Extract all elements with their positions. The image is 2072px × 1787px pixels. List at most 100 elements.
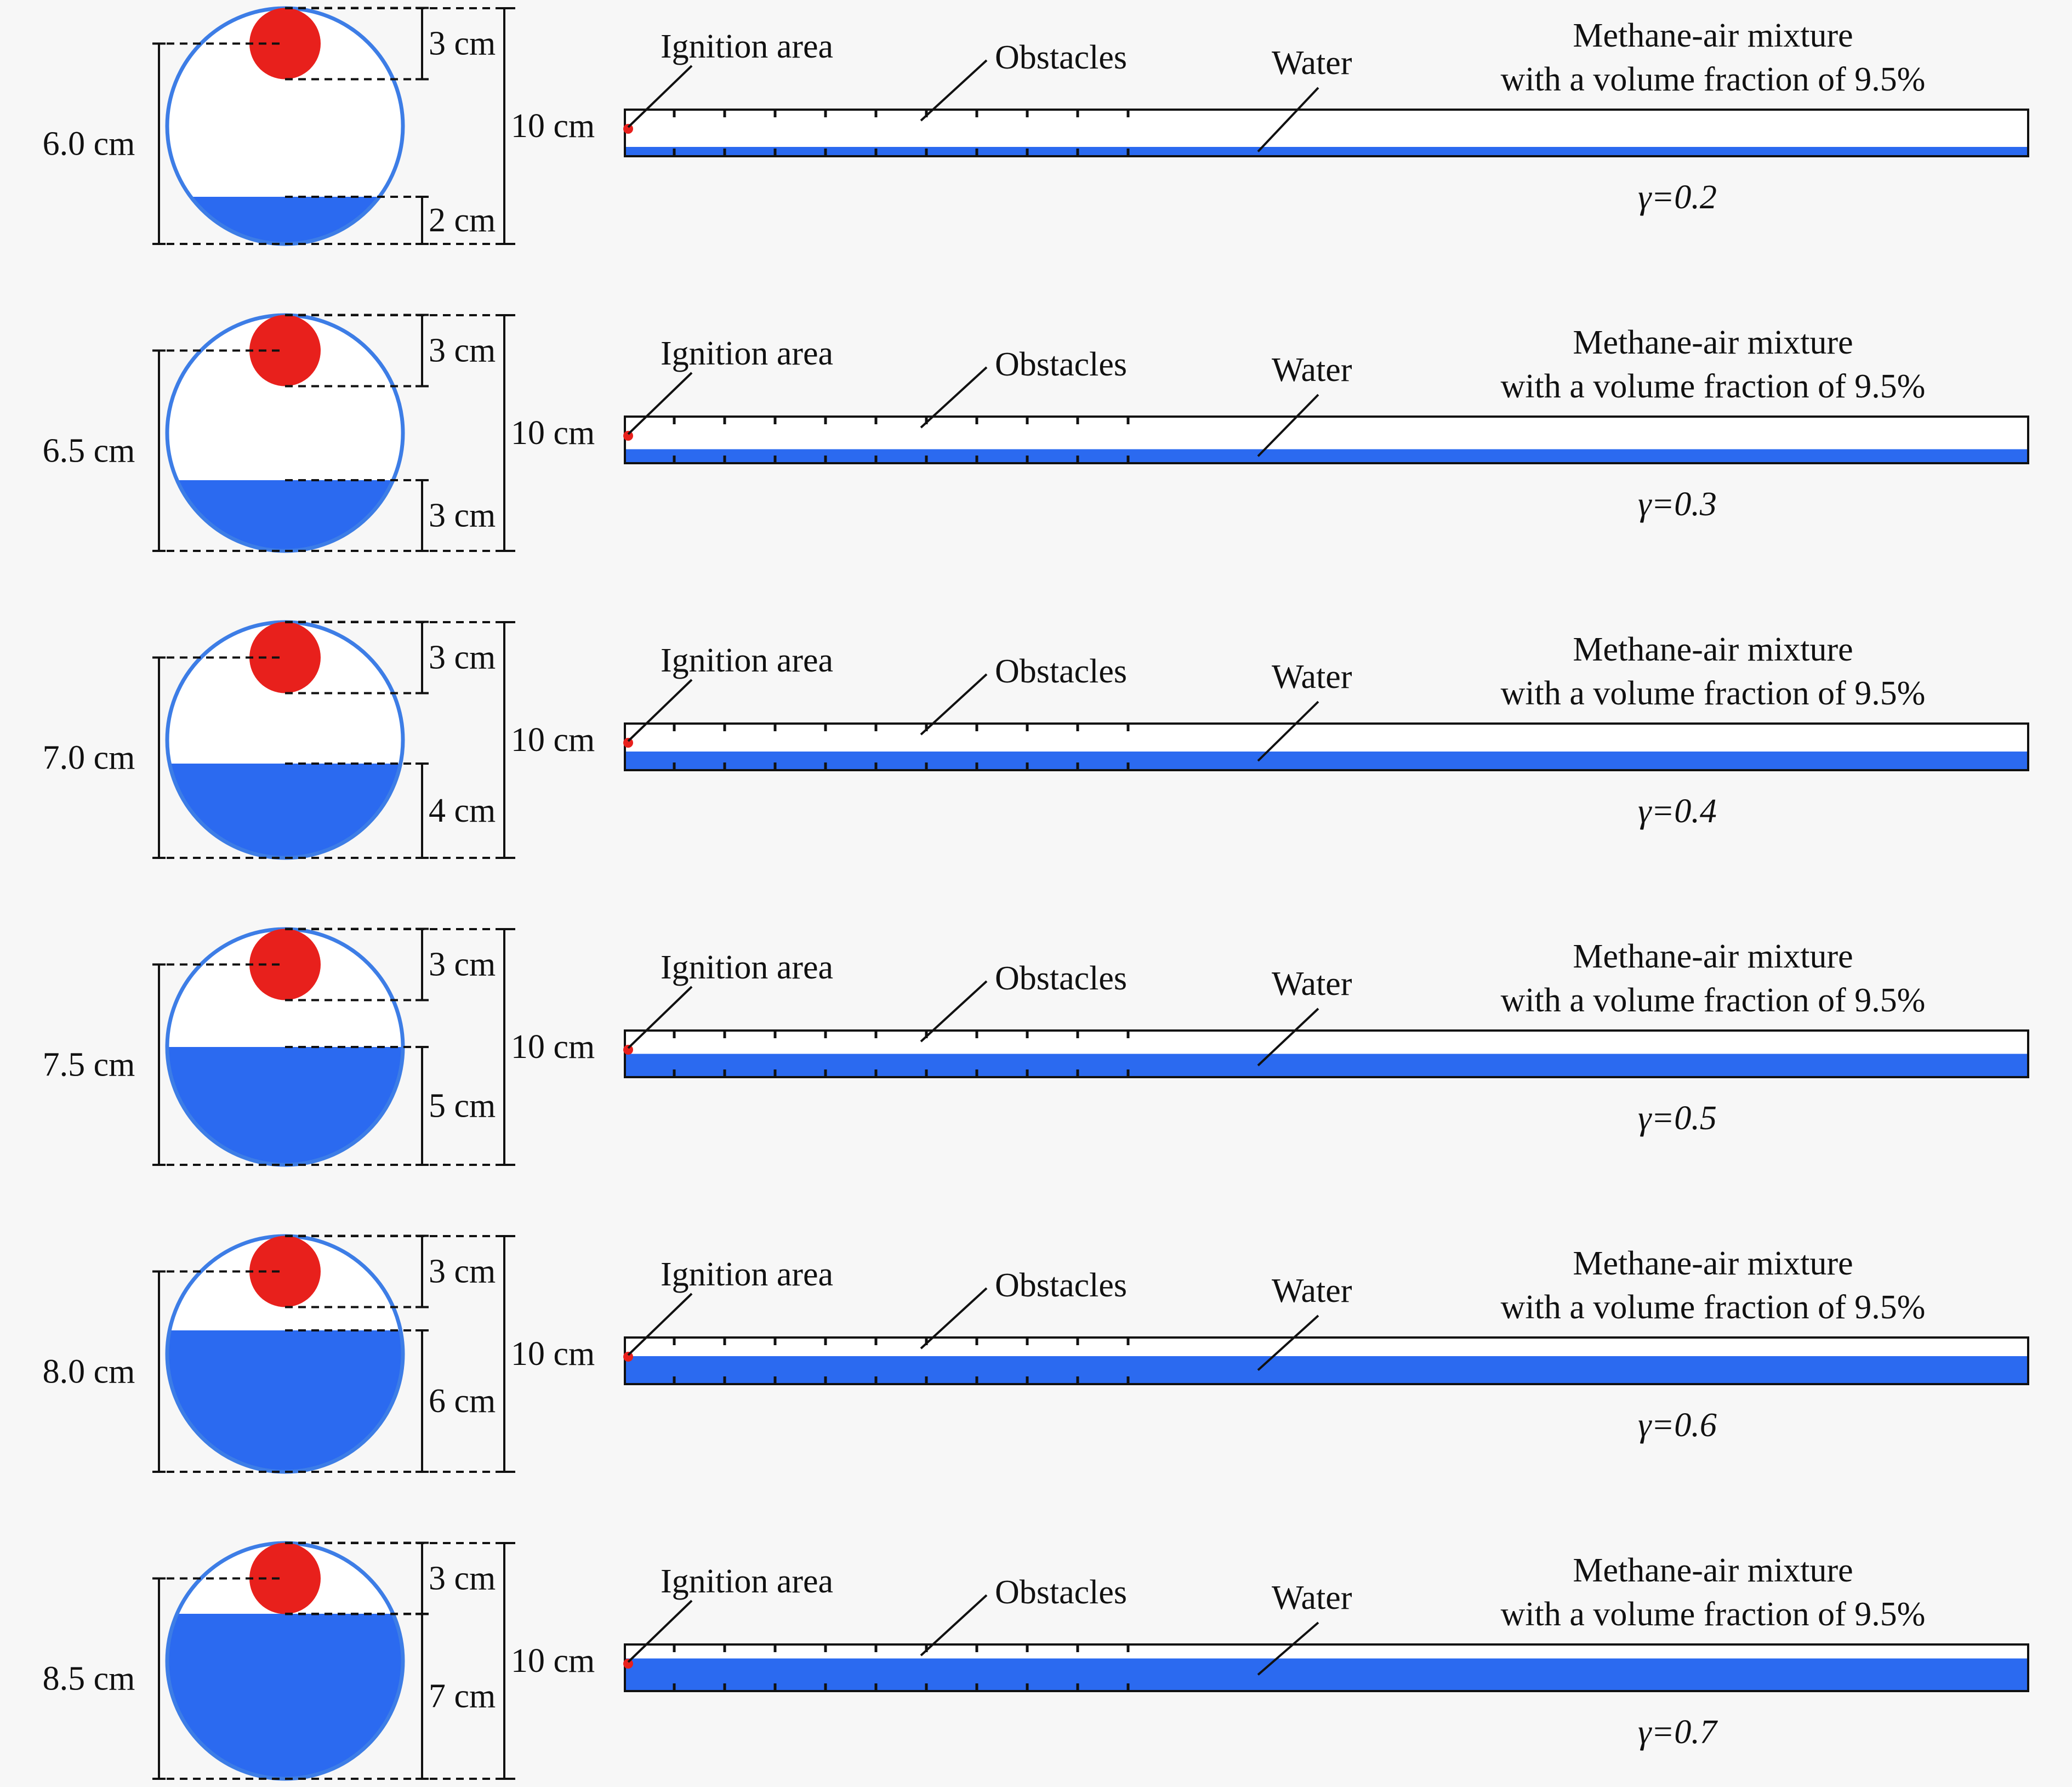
mixture-label-line1: Methane-air mixture xyxy=(1573,938,1853,975)
pipe-cross-section-fill xyxy=(167,8,403,244)
cross-section: 7.5 cm 3 cm 5 cm 10 cm xyxy=(43,927,595,1167)
ignition-point xyxy=(623,1659,633,1669)
ignition-point xyxy=(623,124,633,134)
pipe-outline xyxy=(624,1336,2029,1385)
mixture-label-line2: with a volume fraction of 9.5% xyxy=(1501,1289,1926,1326)
case-row-4: 7.5 cm 3 cm 5 cm 10 cm Ignition area Obstacle… xyxy=(43,927,2029,1167)
water-depth-label: 6 cm xyxy=(429,1382,496,1420)
ignition-point xyxy=(623,431,633,441)
obstacles-label: Obstacles xyxy=(995,653,1127,690)
water-segment xyxy=(167,1047,403,1165)
ignition-zone-dim-label: 3 cm xyxy=(429,25,496,62)
gamma-label: γ=0.7 xyxy=(1638,1714,1718,1751)
cross-section: 8.0 cm 3 cm 6 cm 10 cm xyxy=(43,1234,595,1474)
ignition-height-label: 8.0 cm xyxy=(43,1353,135,1390)
ignition-height-label: 7.5 cm xyxy=(43,1046,135,1083)
cross-section: 8.5 cm 3 cm 7 cm 10 cm xyxy=(43,1541,595,1781)
cross-section: 7.0 cm 3 cm 4 cm 10 cm xyxy=(43,620,595,860)
pipe-outline xyxy=(624,722,2029,771)
gamma-label: γ=0.2 xyxy=(1638,179,1717,216)
ignition-height-label: 6.0 cm xyxy=(43,125,135,162)
diameter-label: 10 cm xyxy=(511,107,595,145)
pipe-water-layer xyxy=(625,752,2028,770)
ignition-zone-dim-label: 3 cm xyxy=(429,1560,496,1597)
pipe-water-layer xyxy=(625,1054,2028,1077)
pipe-water-layer xyxy=(625,147,2028,156)
pipe-water-layer xyxy=(625,1356,2028,1384)
ignition-circle xyxy=(249,929,321,1000)
water-label: Water xyxy=(1272,658,1352,696)
gamma-label: γ=0.3 xyxy=(1638,486,1717,523)
gamma-label: γ=0.4 xyxy=(1638,793,1717,830)
diameter-label: 10 cm xyxy=(511,1642,595,1680)
cross-section: 6.0 cm 3 cm 2 cm 10 cm xyxy=(43,6,595,246)
longitudinal-pipe: Ignition area Obstacles Water Methane-air m… xyxy=(623,631,2029,830)
ignition-area-label: Ignition area xyxy=(661,1563,833,1600)
longitudinal-pipe: Ignition area Obstacles Water Methane-air m… xyxy=(623,1245,2029,1444)
ignition-point xyxy=(623,1352,633,1362)
pipe-outline xyxy=(624,1029,2029,1078)
longitudinal-pipe: Ignition area Obstacles Water Methane-air m… xyxy=(623,938,2029,1137)
ignition-area-label: Ignition area xyxy=(661,949,833,986)
ignition-point xyxy=(623,738,633,748)
gamma-label: γ=0.5 xyxy=(1638,1100,1717,1137)
ignition-zone-dim-label: 3 cm xyxy=(429,1253,496,1290)
obstacles-label: Obstacles xyxy=(995,960,1127,997)
obstacles-label: Obstacles xyxy=(995,1574,1127,1611)
ignition-point xyxy=(623,1045,633,1055)
longitudinal-pipe: Ignition area Obstacles Water Methane-air m… xyxy=(623,324,2029,523)
case-row-1: 6.0 cm 3 cm 2 cm 10 cm Ignition area Obstacle… xyxy=(43,6,2029,246)
ignition-zone-dim-label: 3 cm xyxy=(429,332,496,369)
water-segment xyxy=(167,764,403,858)
obstacles-label: Obstacles xyxy=(995,346,1127,383)
ignition-area-label: Ignition area xyxy=(661,28,833,65)
diameter-label: 10 cm xyxy=(511,414,595,452)
water-depth-label: 7 cm xyxy=(429,1678,496,1715)
mixture-label-line1: Methane-air mixture xyxy=(1573,631,1853,668)
cross-section: 6.5 cm 3 cm 3 cm 10 cm xyxy=(43,313,595,553)
mixture-label-line1: Methane-air mixture xyxy=(1573,324,1853,361)
obstacles-label: Obstacles xyxy=(995,1267,1127,1304)
water-segment xyxy=(167,197,403,244)
case-row-3: 7.0 cm 3 cm 4 cm 10 cm Ignition area Obstacle… xyxy=(43,620,2029,860)
water-depth-label: 4 cm xyxy=(429,792,496,829)
ignition-height-label: 6.5 cm xyxy=(43,432,135,469)
water-depth-label: 3 cm xyxy=(429,497,496,534)
water-label: Water xyxy=(1272,965,1352,1003)
case-row-2: 6.5 cm 3 cm 3 cm 10 cm Ignition area Obstacle… xyxy=(43,313,2029,553)
mixture-label-line1: Methane-air mixture xyxy=(1573,1552,1853,1589)
case-row-5: 8.0 cm 3 cm 6 cm 10 cm Ignition area Obstacle… xyxy=(43,1234,2029,1474)
longitudinal-pipe: Ignition area Obstacles Water Methane-air m… xyxy=(623,17,2029,216)
water-label: Water xyxy=(1272,1272,1352,1310)
diameter-label: 10 cm xyxy=(511,1335,595,1373)
mixture-label-line2: with a volume fraction of 9.5% xyxy=(1501,675,1926,712)
pipe-water-layer xyxy=(625,1658,2028,1691)
ignition-area-label: Ignition area xyxy=(661,642,833,679)
water-label: Water xyxy=(1272,44,1352,82)
mixture-label-line2: with a volume fraction of 9.5% xyxy=(1501,368,1926,405)
ignition-circle xyxy=(249,1236,321,1307)
mixture-label-line2: with a volume fraction of 9.5% xyxy=(1501,982,1926,1019)
obstacles-label: Obstacles xyxy=(995,39,1127,76)
mixture-label-line1: Methane-air mixture xyxy=(1573,17,1853,54)
ignition-zone-dim-label: 3 cm xyxy=(429,639,496,676)
pipe-water-layer xyxy=(625,449,2028,463)
ignition-height-label: 8.5 cm xyxy=(43,1660,135,1697)
ignition-circle xyxy=(249,315,321,386)
ignition-zone-dim-label: 3 cm xyxy=(429,946,496,983)
water-segment xyxy=(167,1330,403,1472)
gamma-label: γ=0.6 xyxy=(1638,1407,1717,1444)
water-label: Water xyxy=(1272,351,1352,389)
ignition-circle xyxy=(249,1543,321,1614)
mixture-label-line2: with a volume fraction of 9.5% xyxy=(1501,1596,1926,1633)
water-depth-label: 5 cm xyxy=(429,1088,496,1125)
pipe-outline xyxy=(624,416,2029,464)
pipe-outline xyxy=(624,1643,2029,1692)
ignition-area-label: Ignition area xyxy=(661,1256,833,1293)
diameter-label: 10 cm xyxy=(511,1028,595,1066)
longitudinal-pipe: Ignition area Obstacles Water Methane-air m… xyxy=(623,1552,2029,1751)
diameter-label: 10 cm xyxy=(511,721,595,759)
water-segment xyxy=(167,1614,403,1779)
ignition-height-label: 7.0 cm xyxy=(43,739,135,776)
